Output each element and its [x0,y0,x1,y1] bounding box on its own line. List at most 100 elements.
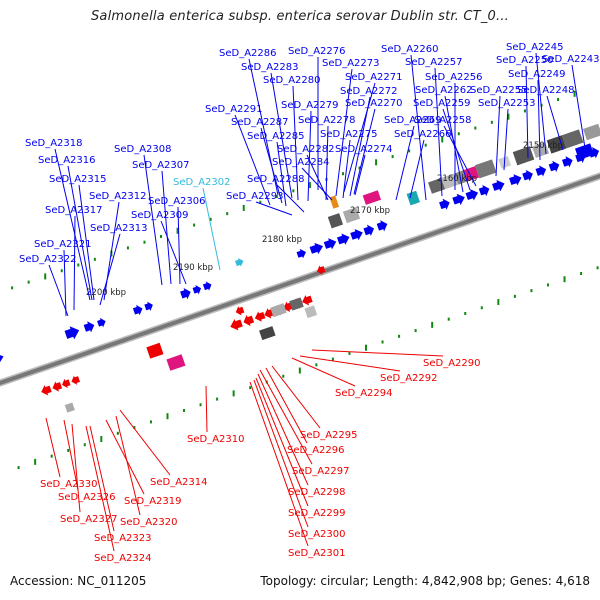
forward-gene [452,193,465,206]
leader-line [349,96,371,197]
leader-line [292,85,299,201]
scale-tick [375,159,378,166]
gene-label: SeD_A2317 [45,205,103,216]
leader-line [525,65,529,159]
forward-gene [522,169,533,182]
scale-label: 2200 kbp [86,288,126,298]
scale-tick [441,136,444,143]
gene-label: SeD_A2315 [49,174,107,185]
leader-line [234,114,271,206]
accession-text: Accession: NC_011205 [10,574,147,588]
gene-label: SeD_A2279 [281,100,339,111]
gene-label: SeD_A2324 [94,553,152,564]
scale-tick [60,269,63,273]
scale-tick [315,363,318,367]
scale-label: 2180 kbp [262,235,302,245]
leader-line [503,108,509,171]
leader-line [434,67,443,197]
reverse-gene [316,265,326,275]
leader-line [353,108,376,195]
leader-line [119,409,171,476]
scale-tick [275,195,278,199]
scale-tick [348,351,351,355]
reverse-gene [235,306,245,316]
leader-line [395,125,415,201]
feature-block [289,297,304,311]
reverse-gene [71,375,80,385]
feature-block [474,159,497,179]
feature-block [441,173,459,190]
forward-gene [350,228,363,241]
forward-gene [439,198,450,210]
scale-tick [259,200,262,204]
feature-block [270,303,287,318]
gene-label: SeD_A2285 [247,131,305,142]
gene-label: SeD_A2293 [226,191,284,202]
leader-line [276,141,287,207]
gene-label: SeD_A2276 [288,46,346,57]
scale-tick [282,374,285,378]
leader-line [205,385,208,433]
leader-line [495,95,501,177]
scale-tick [143,240,146,244]
forward-gene [132,304,143,316]
gene-label: SeD_A2249 [508,69,566,80]
leader-line [45,417,61,478]
feature-block [583,123,600,141]
leader-line [265,367,308,444]
gene-label: SeD_A2327 [60,514,118,525]
leader-line [255,201,293,216]
scale-tick [232,390,235,397]
gene-label: SeD_A2292 [380,373,438,384]
forward-gene-block [575,143,595,160]
leader-line [143,154,163,286]
forward-gene [478,184,490,197]
leader-line [253,379,309,528]
scale-tick [149,420,152,424]
scale-tick [183,408,186,412]
feature-block [342,207,361,224]
gene-label: SeD_A2271 [345,72,403,83]
gene-label: SeD_A2321 [34,239,92,250]
leader-line [103,201,120,301]
leader-line [571,64,586,149]
leader-line [160,220,187,285]
reverse-gene [52,381,63,392]
leader-line [255,377,309,507]
gene-label: SeD_A2266 [394,129,452,140]
scale-tick [193,223,196,227]
scale-tick [414,329,417,333]
feature-block [561,129,584,149]
leader-line [301,167,333,201]
leader-line [78,184,95,301]
forward-gene [97,317,106,328]
gene-label: SeD_A2314 [150,477,208,488]
label-leader-lines [45,52,586,552]
leader-line [299,355,401,372]
scale-tick [67,448,70,452]
scale-tick [447,317,450,321]
scale-label: 2170 kbp [350,206,390,216]
feature-block [259,326,276,341]
leader-line [535,52,547,155]
scale-tick [381,340,384,344]
scale-tick [474,126,477,130]
scale-tick [11,286,14,290]
scale-label: 2160 kbp [437,174,477,184]
scale-tick [242,204,245,211]
forward-gene [376,220,388,232]
scale-tick [530,289,533,293]
gene-label: SeD_A2309 [131,210,189,221]
scale-tick [298,367,301,374]
gene-label: SeD_A2262 [415,85,473,96]
feature-block [64,402,75,413]
forward-gene [465,189,479,201]
leader-line [546,95,564,151]
leader-line [249,381,309,547]
scale-tick [27,280,30,284]
gene-label: SeD_A2256 [425,72,483,83]
scale-tick [507,113,510,120]
feature-block [166,354,186,371]
gene-features [0,123,600,413]
feature-block [546,135,567,154]
